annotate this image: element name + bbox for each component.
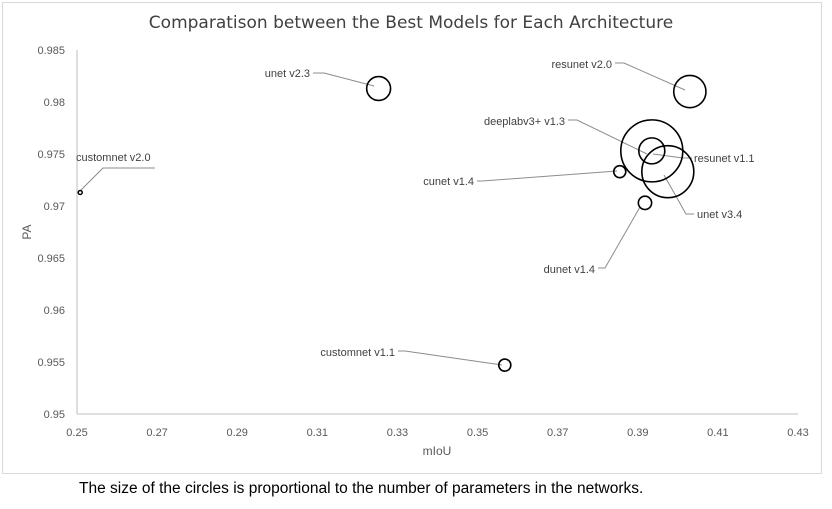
x-tick-label: 0.37 <box>547 427 568 439</box>
y-tick-label: 0.97 <box>44 201 65 213</box>
leader-line <box>615 62 686 91</box>
y-tick-label: 0.95 <box>44 409 65 421</box>
data-label: deeplabv3+ v1.3 <box>484 116 565 128</box>
leader-line <box>477 170 618 182</box>
leader-line <box>313 72 375 87</box>
leader-line <box>652 153 692 159</box>
y-tick-label: 0.965 <box>37 253 65 265</box>
y-axis-title: PA <box>20 224 34 239</box>
x-axis-title: mIoU <box>423 444 452 458</box>
chart-frame <box>2 2 822 474</box>
bubble-resunet-v2-0 <box>672 74 707 109</box>
data-label: customnet v2.0 <box>76 152 151 164</box>
leader-line <box>598 206 641 269</box>
y-tick-label: 0.985 <box>37 45 65 57</box>
leader-line <box>663 174 694 215</box>
bubble-customnet-v1-1 <box>497 358 512 372</box>
axes <box>76 50 798 415</box>
data-label: unet v2.3 <box>265 68 310 80</box>
bubble-unet-v3-4 <box>641 144 695 199</box>
data-label: unet v3.4 <box>697 209 742 221</box>
x-tick-label: 0.29 <box>227 427 248 439</box>
bubble-dunet-v1-4 <box>637 195 653 211</box>
x-tick-label: 0.43 <box>787 427 808 439</box>
data-label: dunet v1.4 <box>544 264 595 276</box>
y-tick-label: 0.975 <box>37 149 65 161</box>
x-tick-label: 0.31 <box>307 427 328 439</box>
y-tick-label: 0.98 <box>44 97 65 109</box>
leader-line <box>568 119 648 155</box>
y-tick-labels: 0.95 0.955 0.96 0.965 0.97 0.975 0.98 0.985 <box>37 45 65 421</box>
x-tick-label: 0.39 <box>627 427 648 439</box>
x-tick-label: 0.25 <box>66 427 87 439</box>
bubble-unet-v2-3 <box>365 75 392 102</box>
leader-line <box>80 167 155 191</box>
data-labels: customnet v2.0 unet v2.3 resunet v2.0 deepl… <box>76 59 755 359</box>
bubble-customnet-v2-0 <box>77 189 83 196</box>
x-tick-label: 0.41 <box>707 427 728 439</box>
bubble-cunet-v1-4 <box>612 164 627 179</box>
chart-title: Comparatison between the Best Models for… <box>149 13 673 33</box>
x-tick-label: 0.35 <box>467 427 488 439</box>
figure-caption: The size of the circles is proportional … <box>79 480 644 497</box>
data-label: customnet v1.1 <box>320 347 395 359</box>
bubble-resunet-v1-1 <box>638 137 666 165</box>
leader-lines <box>80 62 694 366</box>
data-points <box>77 74 707 372</box>
y-tick-label: 0.955 <box>37 357 65 369</box>
data-label: cunet v1.4 <box>423 176 474 188</box>
data-label: resunet v1.1 <box>694 153 755 165</box>
x-tick-labels: 0.25 0.27 0.29 0.31 0.33 0.35 0.37 0.39 0.41 0.43 <box>66 427 808 439</box>
x-tick-label: 0.33 <box>387 427 408 439</box>
leader-line <box>398 350 503 366</box>
y-tick-label: 0.96 <box>44 305 65 317</box>
scatter-chart: 0.25 0.27 0.29 0.31 0.33 0.35 0.37 0.39 0.41 0.43… <box>20 13 809 458</box>
x-tick-label: 0.27 <box>146 427 167 439</box>
data-label: resunet v2.0 <box>551 59 612 71</box>
